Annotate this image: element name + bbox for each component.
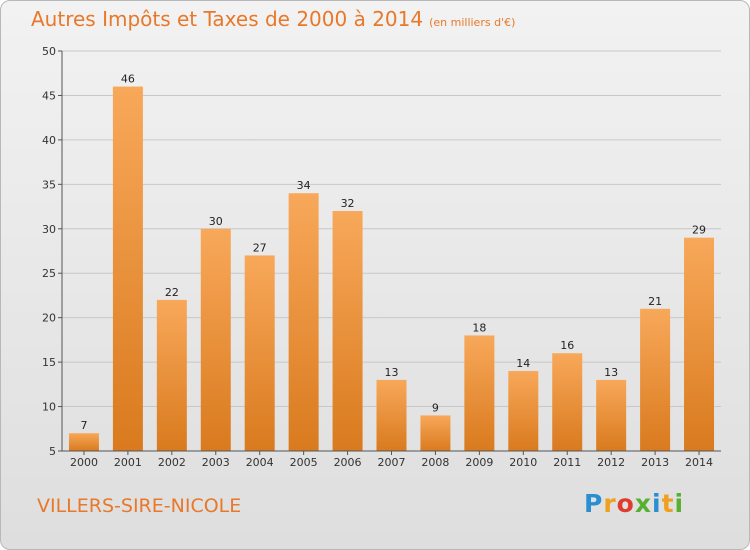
x-tick-label: 2004 [246,456,274,469]
bar [420,415,451,451]
bar [200,228,231,451]
bar [464,335,495,451]
bar-value-label: 14 [516,357,530,370]
x-tick-label: 2012 [597,456,625,469]
logo-letter: P [584,489,604,518]
y-tick-label: 45 [42,89,56,102]
bar [376,379,407,451]
y-tick-label: 35 [42,178,56,191]
chart-title-block: Autres Impôts et Taxes de 2000 à 2014 (en… [31,7,515,31]
x-tick-label: 2006 [334,456,362,469]
bar [552,353,583,451]
x-axis: 2000 2001 2002 2003 2004 2005 2006 2007 2008 2009… [62,450,721,469]
bar-value-label: 22 [165,286,179,299]
x-tick-label: 2007 [378,456,406,469]
logo-letter: r [603,489,617,518]
bar-value-label: 16 [560,339,574,352]
bar [112,86,143,452]
chart-title: Autres Impôts et Taxes de 2000 à 2014 [31,7,424,31]
bar-value-label: 29 [692,224,706,237]
y-tick-label: 50 [42,45,56,58]
bar [244,255,275,451]
y-tick-label: 40 [42,134,56,147]
y-tick-label: 15 [42,356,56,369]
x-tick-label: 2005 [290,456,318,469]
bar-value-label: 27 [253,241,267,254]
logo-letter: o [616,489,635,518]
bar [640,308,671,451]
y-tick-label: 30 [42,223,56,236]
proxiti-logo: Proxiti [584,489,684,518]
bar [684,237,715,451]
bar-value-label: 7 [80,419,87,432]
bar-value-label: 18 [472,321,486,334]
x-tick-label: 2001 [114,456,142,469]
y-axis: 5 10 15 20 25 30 35 40 45 50 [42,45,63,458]
x-tick-label: 2009 [465,456,493,469]
logo-letter: i [674,489,685,518]
x-tick-label: 2014 [685,456,713,469]
bar-value-label: 21 [648,295,662,308]
x-tick-label: 2000 [70,456,98,469]
chart-subtitle: (en milliers d'€) [429,16,516,29]
bar-value-label: 13 [604,366,618,379]
bar-value-label: 9 [432,401,439,414]
x-tick-label: 2003 [202,456,230,469]
y-tick-label: 25 [42,267,56,280]
logo-letter: i [652,489,662,518]
x-tick-label: 2010 [509,456,537,469]
x-tick-label: 2011 [553,456,581,469]
bar [68,433,99,451]
logo-letter: x [634,489,652,518]
x-tick-label: 2002 [158,456,186,469]
bar [288,193,319,451]
logo-letter: t [661,489,675,518]
bar [332,211,363,451]
bars: 7 46 22 30 27 34 32 13 9 18 14 16 13 21 29 [68,73,715,452]
bar [596,379,627,451]
y-tick-label: 20 [42,312,56,325]
y-tick-label: 10 [42,401,56,414]
bar-value-label: 30 [209,215,223,228]
bar-value-label: 46 [121,73,135,86]
y-tick-label: 5 [49,445,56,458]
bar-value-label: 13 [385,366,399,379]
bar-value-label: 32 [341,197,355,210]
bar [508,371,539,451]
x-tick-label: 2013 [641,456,669,469]
place-name: VILLERS-SIRE-NICOLE [37,495,242,517]
bar [156,299,187,451]
x-tick-label: 2008 [421,456,449,469]
bar-value-label: 34 [297,179,311,192]
